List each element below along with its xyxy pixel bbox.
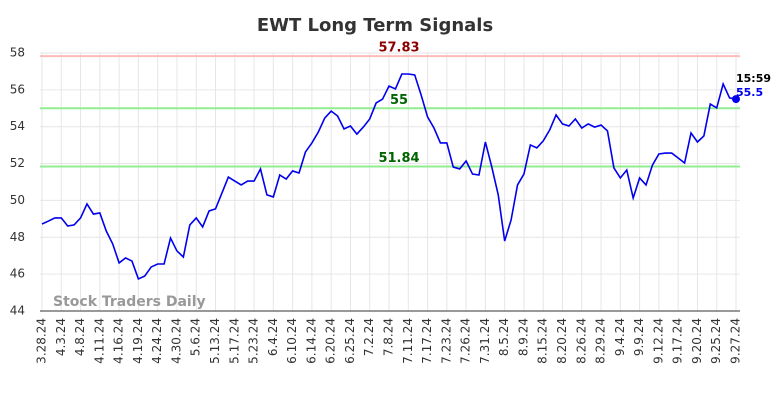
x-tick-label: 9.20.24 — [690, 318, 704, 364]
watermark: Stock Traders Daily — [53, 294, 206, 310]
x-tick-label: 9.12.24 — [651, 318, 665, 364]
y-tick-label: 46 — [10, 267, 25, 281]
price-line — [41, 73, 737, 281]
x-tick-label: 6.25.24 — [343, 318, 357, 364]
x-tick-label: 7.23.24 — [439, 318, 453, 364]
y-tick-label: 58 — [10, 46, 25, 60]
x-tick-label: 6.10.24 — [285, 318, 299, 364]
last-point — [732, 95, 740, 104]
x-tick-label: 4.24.24 — [150, 318, 164, 364]
x-tick-label: 4.3.24 — [54, 318, 68, 356]
x-tick-label: 8.9.24 — [516, 318, 530, 356]
reference-label: 55 — [390, 93, 408, 108]
x-tick-label: 9.25.24 — [709, 318, 723, 364]
x-tick-label: 7.17.24 — [420, 318, 434, 364]
x-tick-label: 9.4.24 — [613, 318, 627, 356]
x-tick-label: 8.29.24 — [594, 318, 608, 364]
y-tick-label: 54 — [10, 119, 25, 133]
x-tick-label: 7.2.24 — [362, 318, 376, 356]
x-tick-label: 5.23.24 — [247, 318, 261, 364]
last-value: 55.5 — [736, 86, 763, 99]
y-tick-label: 52 — [10, 156, 25, 170]
chart-title: EWT Long Term Signals — [257, 15, 493, 36]
x-tick-label: 3.28.24 — [35, 318, 49, 364]
x-tick-label: 8.5.24 — [497, 318, 511, 356]
reference-label: 57.83 — [378, 41, 419, 56]
x-tick-label: 9.17.24 — [671, 318, 685, 364]
x-tick-label: 6.14.24 — [304, 318, 318, 364]
x-tick-label: 6.20.24 — [324, 318, 338, 364]
x-tick-label: 6.4.24 — [266, 318, 280, 356]
x-tick-label: 5.13.24 — [208, 318, 222, 364]
x-tick-label: 9.27.24 — [729, 318, 743, 364]
y-tick-label: 50 — [10, 193, 25, 207]
y-tick-label: 44 — [10, 304, 25, 318]
x-tick-label: 8.26.24 — [574, 318, 588, 364]
last-time: 15:59 — [736, 72, 771, 85]
x-tick-label: 4.16.24 — [112, 318, 126, 364]
x-tick-label: 7.8.24 — [382, 318, 396, 356]
x-tick-label: 8.15.24 — [536, 318, 550, 364]
x-tick-label: 4.19.24 — [131, 318, 145, 364]
reference-label: 51.84 — [378, 151, 419, 166]
x-tick-label: 5.17.24 — [227, 318, 241, 364]
x-tick-label: 7.31.24 — [478, 318, 492, 364]
x-tick-label: 7.26.24 — [459, 318, 473, 364]
y-tick-label: 56 — [10, 82, 25, 96]
x-tick-label: 9.9.24 — [632, 318, 646, 356]
x-tick-label: 4.11.24 — [92, 318, 106, 364]
x-tick-label: 4.30.24 — [169, 318, 183, 364]
x-tick-label: 7.11.24 — [401, 318, 415, 364]
x-tick-label: 8.20.24 — [555, 318, 569, 364]
x-tick-label: 4.8.24 — [73, 318, 87, 356]
y-tick-label: 48 — [10, 230, 25, 244]
x-tick-label: 5.6.24 — [189, 318, 203, 356]
